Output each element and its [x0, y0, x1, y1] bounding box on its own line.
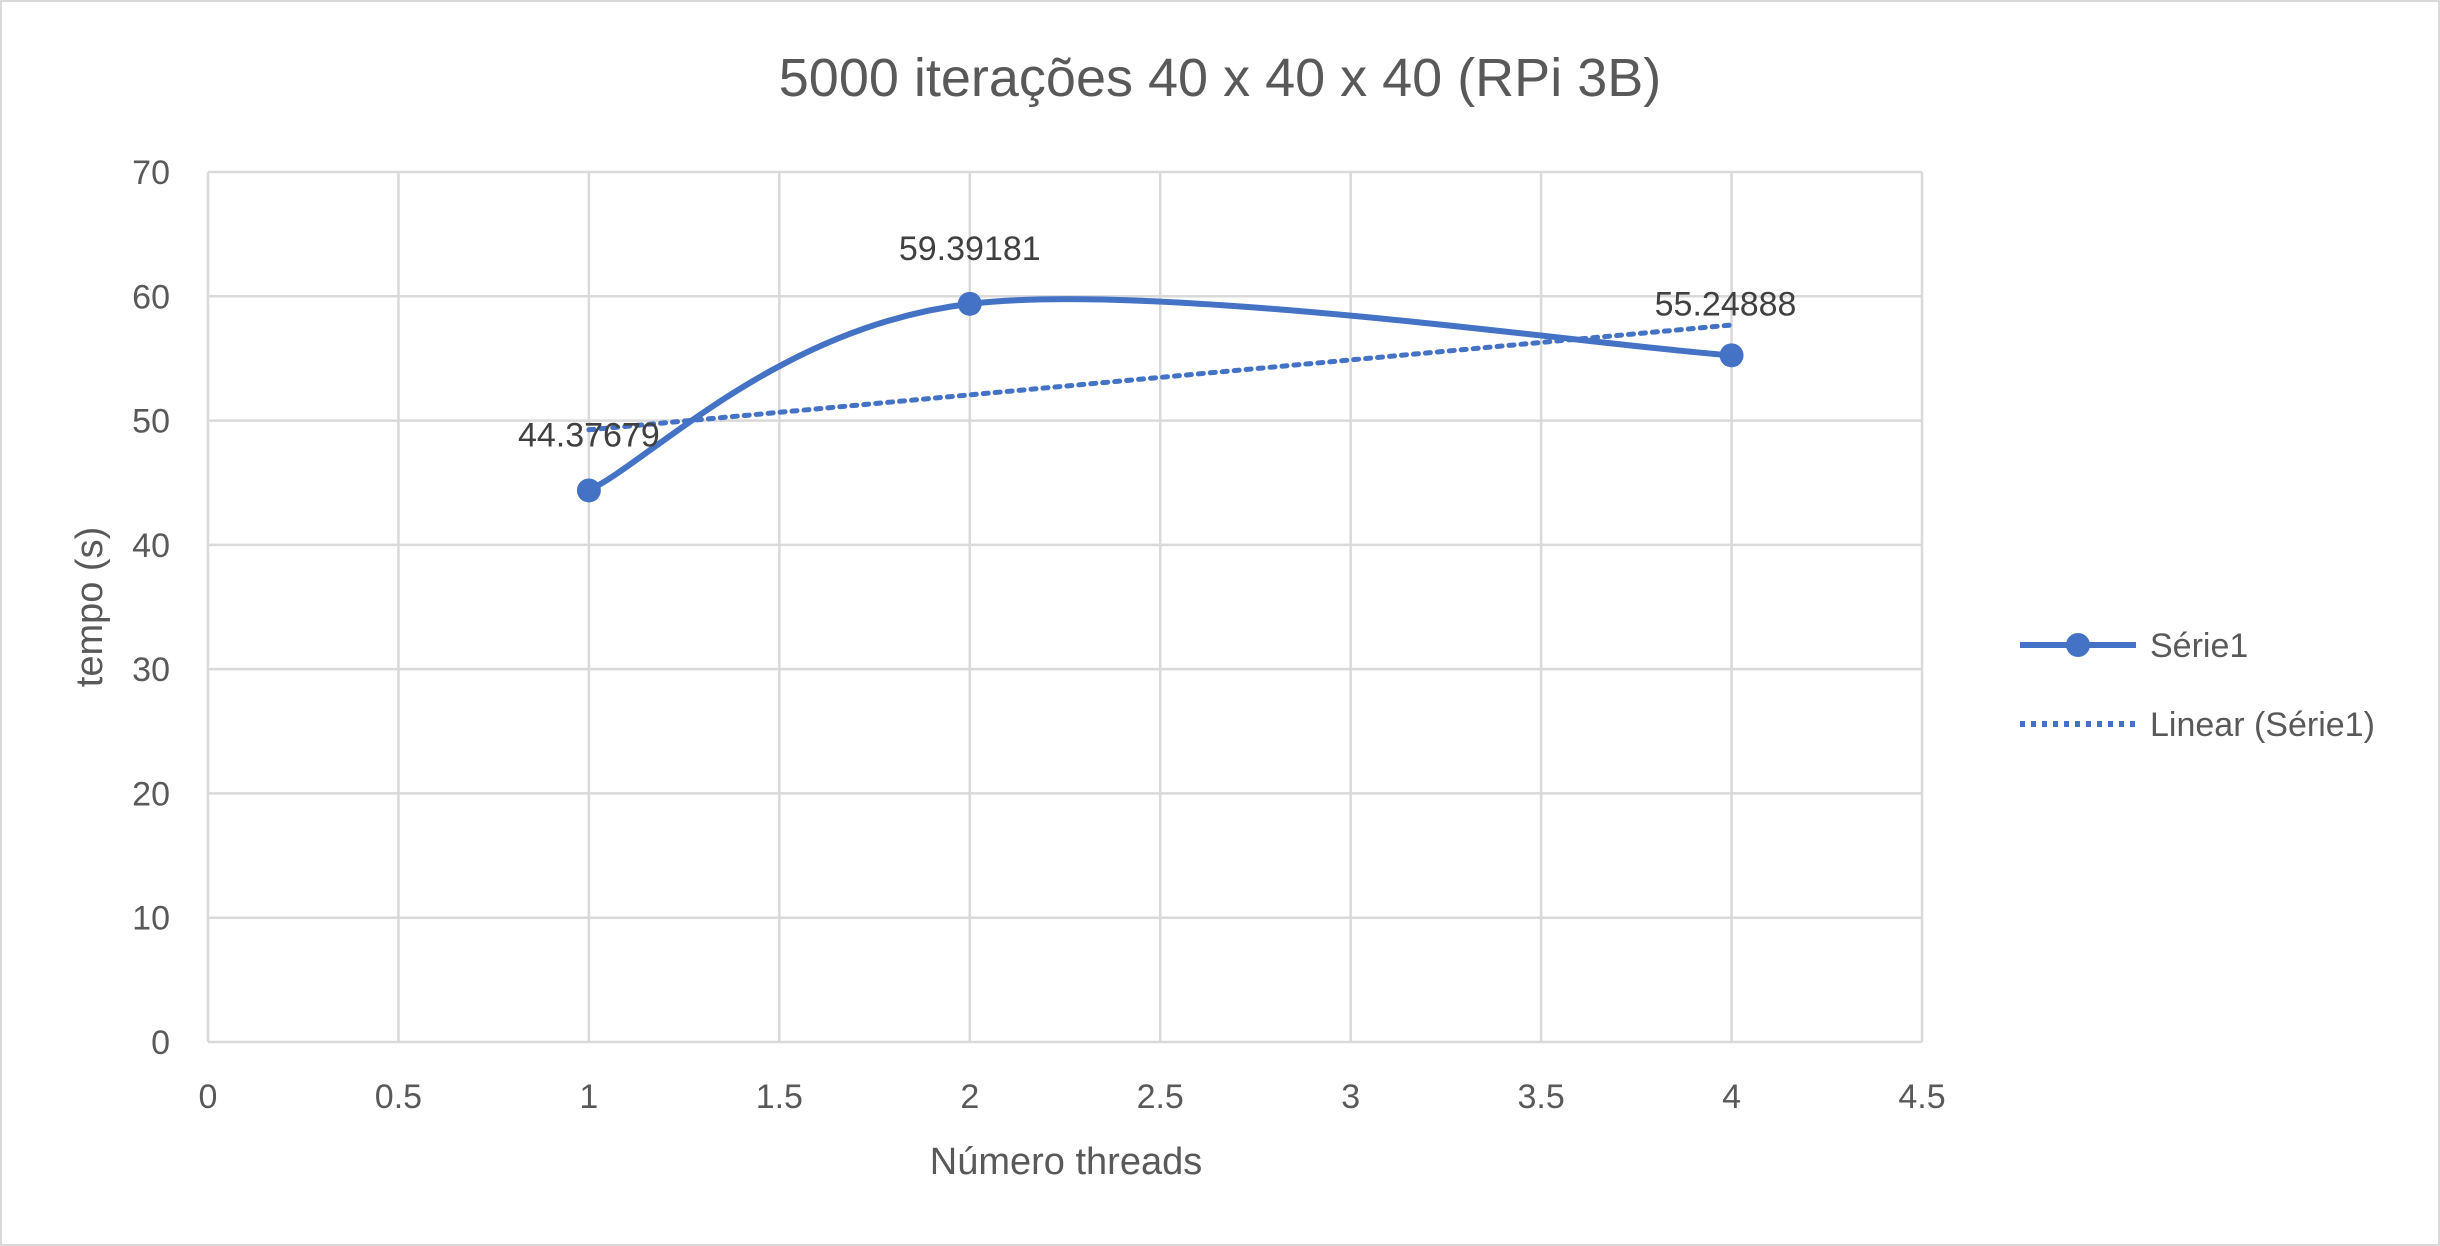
x-tick-label: 4.5: [1898, 1078, 1945, 1116]
legend: Série1 Linear (Série1): [2020, 627, 2375, 744]
data-point[interactable]: [1719, 343, 1744, 368]
trendline: [586, 322, 1735, 433]
x-tick-label: 4: [1722, 1078, 1741, 1116]
series-group: [576, 291, 1744, 503]
y-tick-label: 40: [132, 527, 170, 565]
x-tick-label: 2.5: [1137, 1078, 1184, 1116]
data-labels: 44.37679 59.39181 55.24888: [518, 230, 1796, 455]
y-tick-label: 10: [132, 900, 170, 938]
x-tick-label: 1.5: [756, 1078, 803, 1116]
legend-series-label: Série1: [2150, 627, 2248, 665]
x-tick-label: 3: [1341, 1078, 1360, 1116]
gridlines: [206, 170, 1924, 1044]
y-axis-ticks: 0 10 20 30 40 50 60 70: [132, 154, 170, 1062]
x-axis-ticks: 0 0.5 1 1.5 2 2.5 3 3.5 4 4.5: [199, 1078, 1946, 1116]
chart-title: 5000 iterações 40 x 40 x 40 (RPi 3B): [779, 48, 1661, 108]
legend-item-trendline[interactable]: Linear (Série1): [2020, 706, 2375, 744]
y-tick-label: 20: [132, 775, 170, 813]
data-point[interactable]: [957, 291, 982, 316]
x-axis-title: Número threads: [930, 1141, 1202, 1183]
y-tick-label: 60: [132, 278, 170, 316]
legend-trendline-label: Linear (Série1): [2150, 706, 2375, 744]
series-line: [587, 296, 1732, 494]
y-tick-label: 30: [132, 651, 170, 689]
y-tick-label: 50: [132, 403, 170, 441]
y-tick-label: 0: [151, 1024, 170, 1062]
x-tick-label: 3.5: [1517, 1078, 1564, 1116]
y-tick-label: 70: [132, 154, 170, 192]
trendline-group: [586, 322, 1735, 433]
data-label: 44.37679: [518, 416, 660, 454]
x-tick-label: 0: [199, 1078, 218, 1116]
data-label: 59.39181: [899, 230, 1041, 268]
legend-series-marker-icon: [2066, 633, 2090, 657]
x-tick-label: 2: [960, 1078, 979, 1116]
x-tick-label: 0.5: [375, 1078, 422, 1116]
data-point[interactable]: [576, 478, 601, 503]
data-label: 55.24888: [1655, 285, 1797, 323]
legend-item-series[interactable]: Série1: [2020, 627, 2248, 665]
y-axis-title: tempo (s): [69, 527, 111, 687]
x-tick-label: 1: [579, 1078, 598, 1116]
